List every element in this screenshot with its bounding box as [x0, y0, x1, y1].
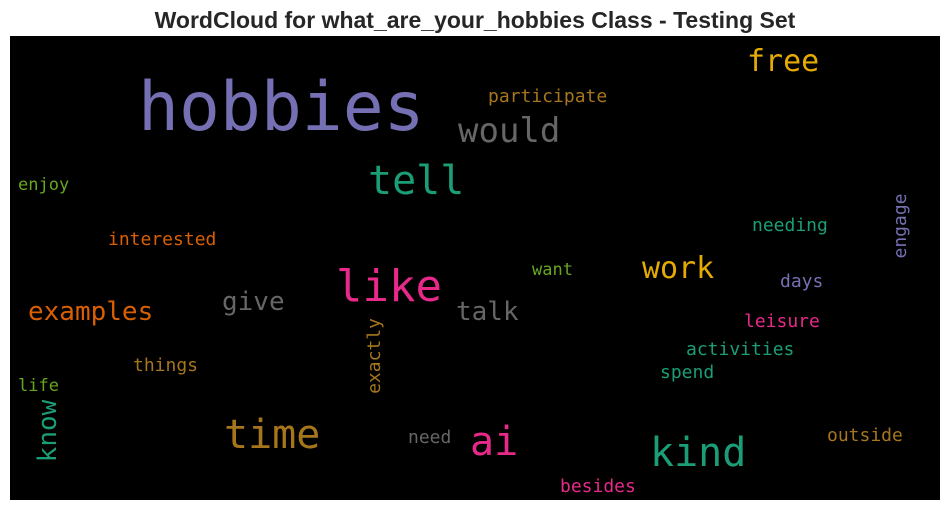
wordcloud-svg: hobbies like time kind tell ai would work free kn…	[18, 44, 911, 497]
word-talk: talk	[456, 297, 519, 327]
word-life: life	[18, 376, 59, 396]
word-activities: activities	[686, 339, 794, 360]
word-besides: besides	[560, 476, 636, 497]
word-give: give	[222, 287, 285, 317]
word-like: like	[336, 261, 442, 312]
word-engage: engage	[890, 193, 911, 258]
word-exactly: exactly	[364, 318, 385, 394]
word-enjoy: enjoy	[18, 175, 69, 195]
word-leisure: leisure	[744, 311, 820, 332]
word-know: know	[33, 399, 63, 462]
word-hobbies: hobbies	[138, 68, 425, 147]
word-need: need	[408, 427, 451, 448]
word-spend: spend	[660, 362, 714, 383]
word-would: would	[458, 111, 560, 151]
word-ai: ai	[470, 419, 518, 465]
word-participate: participate	[488, 86, 607, 107]
word-tell: tell	[368, 158, 464, 204]
word-work: work	[642, 251, 714, 286]
word-needing: needing	[752, 215, 828, 236]
word-kind: kind	[650, 430, 746, 476]
word-examples: examples	[28, 297, 153, 327]
word-things: things	[133, 355, 198, 376]
word-interested: interested	[108, 229, 216, 250]
word-days: days	[780, 271, 823, 292]
wordcloud-canvas: hobbies like time kind tell ai would work free kn…	[10, 36, 940, 500]
word-time: time	[224, 412, 320, 458]
chart-title: WordCloud for what_are_your_hobbies Clas…	[154, 7, 796, 33]
word-outside: outside	[827, 425, 903, 446]
word-want: want	[532, 260, 573, 280]
word-free: free	[747, 44, 819, 79]
